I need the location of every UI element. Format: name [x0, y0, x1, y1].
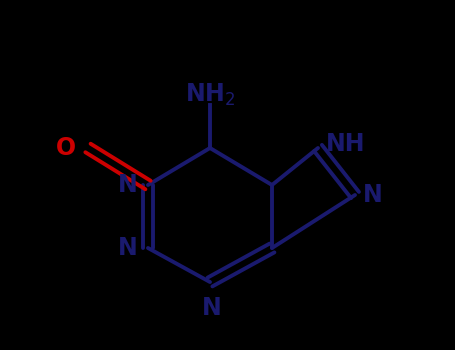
Text: NH: NH	[326, 132, 365, 156]
Text: N: N	[363, 183, 383, 207]
Text: N: N	[118, 173, 138, 197]
Text: N: N	[118, 236, 138, 260]
Text: N: N	[202, 296, 222, 320]
Text: NH$_2$: NH$_2$	[185, 82, 235, 108]
Text: O: O	[56, 136, 76, 160]
